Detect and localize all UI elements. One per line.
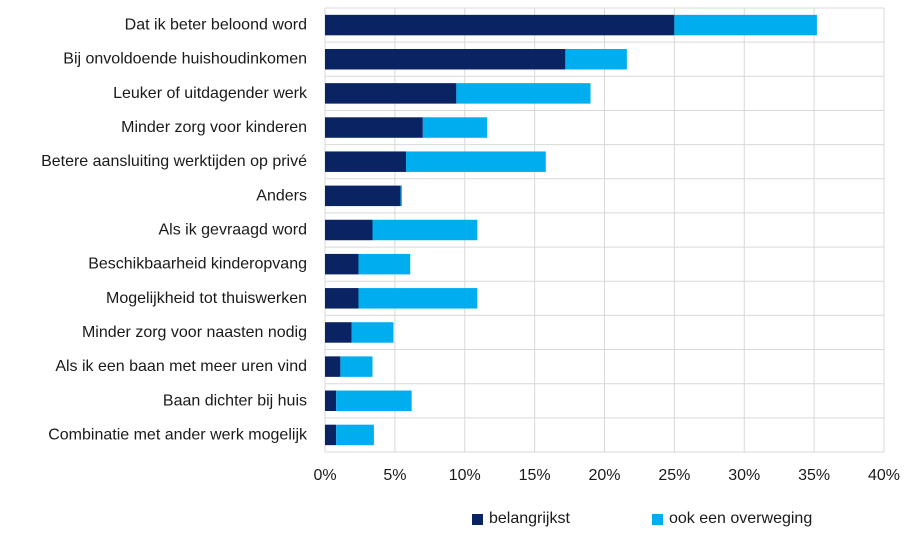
bar-ook-een-overweging-minder-zorg-voor-kinderen (422, 117, 488, 138)
bar-ook-een-overweging-mogelijkheid-tot-thuiswerken (358, 288, 478, 309)
category-label-als-ik-een-baan-met-meer-uren-vind: Als ik een baan met meer uren vind (55, 358, 307, 375)
bar-belangrijkst-minder-zorg-voor-kinderen (325, 117, 423, 138)
bar-ook-een-overweging-anders (400, 185, 402, 207)
legend-item-ook-een-overweging: ook een overweging (652, 510, 812, 528)
bar-ook-een-overweging-beschikbaarheid-kinderopvang (358, 253, 411, 275)
legend-label-ook-een-overweging: ook een overweging (669, 510, 813, 527)
x-tick-label: 0% (313, 467, 336, 484)
bar-ook-een-overweging-dat-ik-beter-beloond-word (674, 14, 817, 36)
bar-ook-een-overweging-minder-zorg-voor-naasten-nodig (351, 322, 394, 343)
bar-belangrijkst-als-ik-gevraagd-word (325, 219, 373, 241)
bar-belangrijkst-combinatie-met-ander-werk-mogelijk (325, 424, 337, 446)
bar-belangrijkst-betere-aansluiting-werktijden-op-prive (325, 151, 407, 172)
x-tick-label: 20% (588, 467, 620, 484)
x-tick-label: 40% (868, 467, 900, 484)
bar-belangrijkst-mogelijkheid-tot-thuiswerken (325, 288, 359, 309)
bar-belangrijkst-dat-ik-beter-beloond-word (325, 14, 675, 36)
legend-swatch-ook-een-overweging (652, 513, 663, 525)
bar-ook-een-overweging-combinatie-met-ander-werk-mogelijk (336, 424, 374, 446)
category-label-leuker-of-uitdagender-werk: Leuker of uitdagender werk (113, 85, 308, 102)
category-label-combinatie-met-ander-werk-mogelijk: Combinatie met ander werk mogelijk (48, 426, 308, 443)
bar-chart: Dat ik beter beloond word Bij onvoldoende… (41, 7, 900, 484)
legend-item-belangrijkst: belangrijkst (472, 510, 570, 528)
x-tick-label: 10% (449, 467, 481, 484)
category-labels: Dat ik beter beloond word Bij onvoldoende… (41, 17, 308, 444)
bar-ook-een-overweging-betere-aansluiting-werktijden-op-prive (406, 151, 546, 172)
category-label-baan-dichter-bij-huis: Baan dichter bij huis (163, 392, 307, 409)
bar-belangrijkst-leuker-of-uitdagender-werk (325, 83, 457, 104)
bar-belangrijkst-minder-zorg-voor-naasten-nodig (325, 322, 352, 343)
bar-belangrijkst-als-ik-een-baan-met-meer-uren-vind (325, 356, 341, 377)
legend: belangrijkst ook een overweging (0, 510, 917, 536)
bar-ook-een-overweging-baan-dichter-bij-huis (336, 390, 412, 412)
legend-label-belangrijkst: belangrijkst (489, 510, 570, 527)
category-label-als-ik-gevraagd-word: Als ik gevraagd word (158, 222, 307, 239)
x-tick-label: 30% (728, 467, 760, 484)
bar-ook-een-overweging-leuker-of-uitdagender-werk (456, 83, 591, 104)
category-label-dat-ik-beter-beloond-word: Dat ik beter beloond word (125, 17, 307, 34)
x-tick-label: 15% (519, 467, 551, 484)
bar-belangrijkst-anders (325, 185, 401, 207)
category-label-beschikbaarheid-kinderopvang: Beschikbaarheid kinderopvang (88, 256, 307, 273)
bar-belangrijkst-bij-onvoldoende-huishoudinkomen (325, 48, 566, 70)
category-label-anders: Anders (256, 187, 307, 204)
grid-lines (324, 7, 885, 453)
bar-belangrijkst-baan-dichter-bij-huis (325, 390, 337, 412)
x-axis-tick-labels: 0% 5% 10% 15% 20% 25% 30% 35% 40% (313, 467, 900, 484)
x-tick-label: 5% (383, 467, 406, 484)
category-label-mogelijkheid-tot-thuiswerken: Mogelijkheid tot thuiswerken (106, 290, 307, 307)
category-label-minder-zorg-voor-naasten-nodig: Minder zorg voor naasten nodig (82, 324, 307, 341)
category-label-betere-aansluiting-werktijden-op-prive: Betere aansluiting werktijden op privé (41, 153, 307, 170)
x-tick-label: 35% (798, 467, 830, 484)
category-label-minder-zorg-voor-kinderen: Minder zorg voor kinderen (121, 119, 307, 136)
legend-swatch-belangrijkst (472, 513, 483, 525)
x-tick-label: 25% (658, 467, 690, 484)
bar-ook-een-overweging-bij-onvoldoende-huishoudinkomen (565, 48, 627, 70)
bars (325, 14, 817, 446)
bar-belangrijkst-beschikbaarheid-kinderopvang (325, 253, 359, 275)
bar-ook-een-overweging-als-ik-een-baan-met-meer-uren-vind (340, 356, 373, 377)
category-label-bij-onvoldoende-huishoudinkomen: Bij onvoldoende huishoudinkomen (63, 51, 307, 68)
bar-ook-een-overweging-als-ik-gevraagd-word (372, 219, 478, 241)
